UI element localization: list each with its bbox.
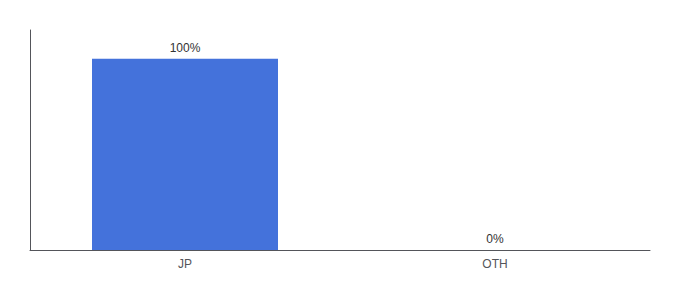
svg-text:100%: 100% xyxy=(170,41,201,55)
svg-text:JP: JP xyxy=(178,257,192,271)
svg-text:OTH: OTH xyxy=(482,257,507,271)
svg-text:0%: 0% xyxy=(486,232,504,246)
